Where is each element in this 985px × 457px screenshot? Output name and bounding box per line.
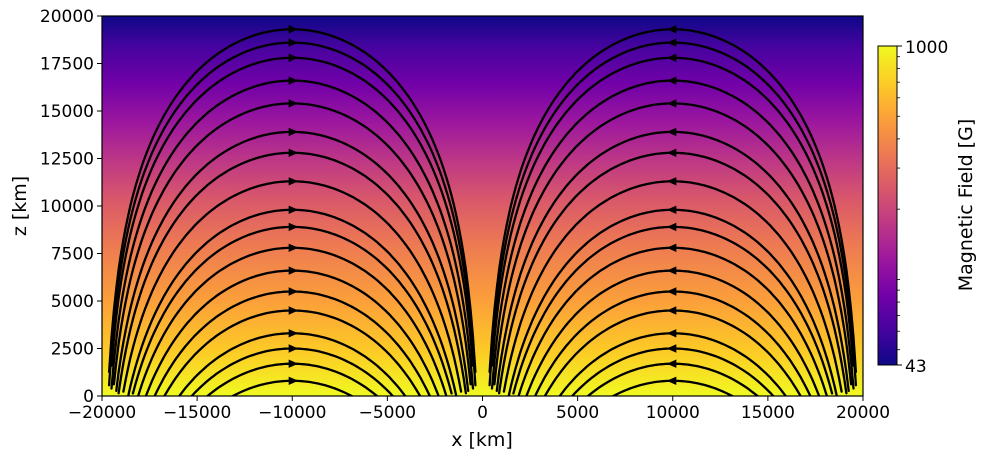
x-tick-label: 20000 — [836, 403, 890, 423]
streamline-arrow — [666, 25, 677, 34]
streamline-arrow — [288, 38, 299, 47]
y-tick-label: 2500 — [51, 340, 94, 360]
streamline-arrow — [666, 222, 677, 232]
colorbar-max-label: 1000 — [905, 38, 948, 58]
streamline-arrow — [288, 243, 299, 252]
streamline-arrow — [666, 329, 677, 338]
colorbar-min-label: 43 — [905, 357, 927, 377]
y-tick-label: 10000 — [40, 197, 94, 217]
streamline-arrow — [288, 266, 299, 275]
x-tick-label: −20000 — [68, 403, 136, 423]
y-tick-label: 5000 — [51, 292, 94, 312]
x-tick-label: −15000 — [163, 403, 231, 423]
streamline-arrow — [288, 287, 299, 296]
streamline-arrow — [666, 148, 677, 157]
y-tick-label: 17500 — [40, 55, 94, 75]
streamline-arrow — [288, 306, 299, 315]
streamline-arrow — [666, 38, 677, 47]
streamline-arrow — [288, 177, 299, 186]
streamline-arrow — [288, 25, 299, 34]
x-tick-label: 15000 — [741, 403, 795, 423]
streamline-arrow — [666, 205, 677, 214]
x-axis-label: x [km] — [451, 429, 513, 451]
streamline-arrow — [666, 344, 677, 353]
streamline-arrow — [666, 53, 677, 62]
streamlines — [107, 25, 858, 396]
streamline-arrow — [288, 344, 299, 353]
streamline-arrow — [288, 205, 299, 214]
streamline-arrow — [666, 99, 677, 108]
streamline-arrow — [288, 148, 299, 157]
colorbar — [877, 45, 898, 366]
streamline-arrow — [666, 76, 677, 85]
x-tick-label: 0 — [477, 403, 488, 423]
streamline-arrow — [288, 99, 299, 108]
x-axis-ticks: −20000 −15000 −10000 −5000 0 5000 10000 15000 20… — [68, 396, 890, 423]
streamline-arrow — [666, 177, 677, 186]
streamline-arrow — [666, 266, 677, 275]
streamline-arrow — [288, 359, 299, 368]
x-tick-label: 5000 — [556, 403, 599, 423]
plot-background — [102, 16, 863, 396]
y-tick-label: 7500 — [51, 245, 94, 265]
streamline-arrow — [666, 376, 677, 385]
x-tick-label: −10000 — [258, 403, 326, 423]
x-tick-label: 10000 — [646, 403, 700, 423]
streamline-arrow — [666, 359, 677, 368]
y-tick-label: 20000 — [40, 7, 94, 27]
streamline-arrow — [288, 329, 299, 338]
x-tick-label: −5000 — [359, 403, 417, 423]
y-tick-label: 15000 — [40, 102, 94, 122]
streamline-arrow — [288, 76, 299, 85]
colorbar-label: Magnetic Field [G] — [955, 119, 977, 291]
y-axis-label: z [km] — [9, 176, 31, 236]
colorbar-minor-ticks — [897, 56, 900, 351]
streamline-arrow — [666, 306, 677, 315]
streamline-arrow — [288, 376, 299, 385]
streamline-arrow — [666, 243, 677, 252]
streamline-arrow — [666, 287, 677, 296]
y-axis-ticks: 0 2500 5000 7500 10000 12500 15000 17500 20000 — [40, 7, 102, 407]
streamline-arrow — [666, 127, 677, 137]
streamline-arrow — [288, 53, 299, 62]
streamline-arrow — [288, 222, 299, 232]
y-tick-label: 12500 — [40, 150, 94, 170]
y-tick-label: 0 — [83, 387, 94, 407]
streamline-arrow — [288, 127, 299, 137]
